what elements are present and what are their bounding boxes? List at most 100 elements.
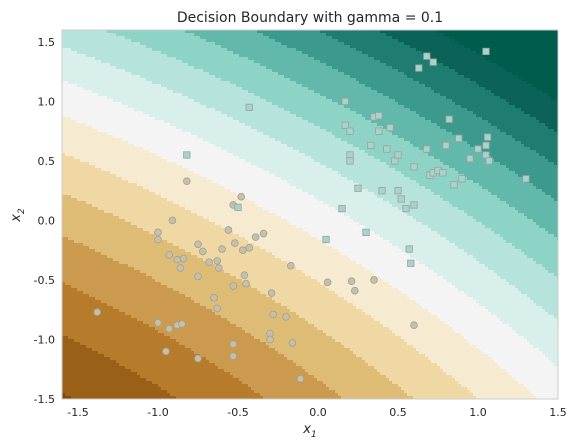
data-point-square: [234, 203, 242, 211]
data-point-circle: [259, 229, 268, 238]
data-point-circle: [286, 261, 295, 270]
data-point-square: [397, 195, 405, 203]
data-point-circle: [178, 320, 186, 328]
x-axis-label: x1: [302, 422, 316, 440]
data-point-circle: [229, 340, 238, 349]
data-point-circle: [237, 192, 246, 201]
data-point-circle: [224, 226, 233, 234]
data-point-square: [410, 201, 418, 209]
data-point-square: [423, 145, 431, 153]
data-point-square: [375, 112, 383, 120]
data-point-square: [322, 235, 330, 244]
x-axis-label-sub: 1: [311, 430, 317, 440]
data-point-square: [391, 157, 399, 165]
data-point-square: [445, 115, 453, 123]
y-tick-labels: -1.5 -1.0 -0.5 0.0 0.5 1.0 1.5: [34, 36, 55, 406]
data-point-circle: [168, 216, 177, 225]
data-point-circle: [269, 310, 278, 319]
data-point-circle: [229, 282, 238, 290]
data-point-square: [367, 141, 375, 150]
data-point-square: [429, 58, 437, 66]
data-point-square: [423, 52, 431, 60]
data-point-circle: [229, 352, 238, 360]
decision-contour: [62, 30, 558, 399]
data-point-square: [346, 151, 354, 159]
data-point-circle: [350, 286, 359, 295]
data-point-square: [346, 127, 354, 135]
data-point-circle: [165, 251, 174, 259]
data-point-circle: [176, 264, 185, 272]
x-tick-label: 0.0: [309, 406, 327, 419]
data-point-square: [183, 151, 191, 159]
data-point-circle: [194, 272, 202, 281]
data-point-circle: [251, 233, 260, 241]
data-point-square: [245, 103, 253, 111]
data-point-circle: [173, 255, 182, 264]
data-point-circle: [199, 247, 207, 256]
y-axis-label-main: x: [9, 214, 24, 223]
data-point-square: [485, 157, 493, 165]
data-point-circle: [165, 324, 174, 333]
y-axis-label: x2: [9, 208, 27, 223]
data-point-square: [383, 145, 391, 153]
data-point-circle: [154, 319, 162, 327]
data-point-circle: [347, 277, 356, 285]
data-point-circle: [205, 258, 214, 266]
data-point-circle: [240, 271, 249, 280]
data-point-circle: [245, 244, 254, 252]
data-point-square: [405, 245, 413, 253]
data-point-circle: [267, 289, 276, 297]
y-tick-label: 0.0: [38, 214, 56, 227]
x-tick-label: 0.5: [389, 406, 407, 419]
y-tick-label: -1.5: [34, 393, 55, 406]
data-point-square: [394, 151, 402, 159]
data-point-circle: [296, 374, 305, 383]
data-point-circle: [154, 228, 162, 237]
data-point-circle: [218, 245, 226, 253]
x-tick-label: 1.5: [549, 406, 567, 419]
data-point-square: [474, 145, 482, 153]
data-point-circle: [215, 264, 223, 272]
data-point-square: [483, 133, 492, 141]
data-point-square: [407, 259, 415, 267]
y-axis-label-sub: 2: [17, 208, 27, 214]
data-point-square: [354, 184, 362, 192]
data-point-square: [458, 175, 466, 183]
data-point-circle: [410, 321, 418, 330]
data-points: [93, 47, 530, 383]
data-point-square: [386, 124, 394, 132]
x-axis-label-main: x: [302, 422, 311, 437]
data-point-square: [341, 121, 349, 129]
data-point-square: [522, 175, 530, 183]
data-point-square: [402, 204, 410, 213]
data-point-circle: [266, 335, 274, 344]
data-point-square: [439, 169, 447, 177]
data-point-circle: [282, 313, 290, 321]
data-point-square: [482, 151, 490, 159]
data-point-circle: [213, 304, 222, 313]
data-point-square: [482, 141, 490, 150]
data-point-square: [362, 228, 370, 236]
data-point-circle: [183, 177, 191, 185]
data-point-circle: [210, 294, 218, 302]
data-point-square: [466, 154, 474, 163]
data-point-circle: [162, 347, 170, 356]
x-tick-label: -1.5: [67, 406, 88, 419]
data-point-square: [410, 163, 418, 171]
data-point-square: [455, 134, 463, 142]
x-tick-label: -1.0: [147, 406, 168, 419]
x-tick-labels: -1.5 -1.0 -0.5 0.0 0.5 1.0 1.5: [67, 406, 566, 419]
data-point-circle: [213, 257, 222, 265]
y-tick-label: 1.0: [38, 95, 56, 108]
data-point-circle: [179, 254, 188, 263]
plot-frame: [61, 29, 559, 400]
data-point-circle: [242, 279, 250, 288]
data-point-circle: [93, 308, 101, 316]
data-point-circle: [323, 278, 332, 287]
y-tick-label: 1.5: [38, 36, 56, 49]
data-point-square: [450, 181, 458, 189]
data-point-circle: [154, 235, 162, 244]
data-point-square: [442, 141, 450, 150]
x-tick-label: -0.5: [227, 406, 248, 419]
